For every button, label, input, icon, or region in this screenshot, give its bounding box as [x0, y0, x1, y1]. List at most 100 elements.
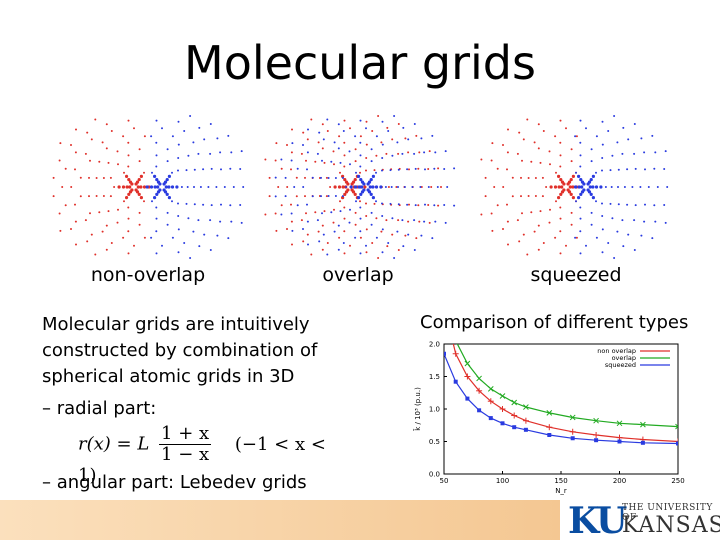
grid-point: [209, 123, 212, 125]
grid-point: [302, 186, 305, 188]
grid-point: [290, 203, 292, 206]
grid-point: [542, 130, 545, 132]
grid-point: [575, 236, 578, 239]
data-point: [453, 379, 458, 384]
grid-point: [616, 230, 619, 233]
grid-point: [343, 165, 346, 168]
grid-point: [333, 163, 335, 166]
grid-point: [601, 143, 604, 146]
grid-point: [559, 230, 562, 233]
grid-point: [127, 119, 130, 122]
data-point: [465, 396, 470, 401]
grid-point: [609, 169, 612, 172]
grid-point: [116, 150, 119, 153]
grid-point: [128, 180, 133, 184]
grid-point: [575, 171, 577, 174]
grid-point: [153, 196, 157, 200]
grid-point: [365, 127, 367, 130]
grid-point: [359, 154, 362, 157]
grid-point: [654, 220, 657, 223]
grid-point: [52, 195, 55, 198]
grid-point: [291, 243, 293, 246]
grid-point: [431, 237, 434, 240]
grid-point: [128, 190, 133, 194]
chart-title: Comparison of different types: [420, 312, 689, 333]
series-line: [456, 344, 678, 428]
grid-point: [155, 141, 158, 144]
grid-point: [353, 178, 357, 182]
grid-point: [343, 217, 346, 220]
grid-point: [414, 167, 417, 170]
grid-point: [391, 154, 394, 157]
grid-point: [123, 171, 125, 174]
grid-point: [537, 224, 540, 227]
grid-point: [530, 160, 533, 163]
grid-point: [415, 134, 418, 137]
grid-point: [316, 152, 319, 155]
data-point: [511, 399, 518, 406]
data-point: [500, 421, 505, 426]
grid-point: [337, 224, 340, 227]
grid-point: [375, 236, 378, 239]
grid-point: [359, 252, 362, 255]
grid-point: [321, 159, 323, 162]
grid-point: [349, 127, 351, 130]
grid-point: [571, 185, 575, 189]
series-line: [452, 344, 678, 443]
grid-point: [116, 221, 119, 224]
grid-point: [333, 230, 336, 233]
grid-point: [644, 168, 646, 171]
grid-point: [343, 252, 346, 255]
grid-point: [351, 180, 356, 184]
grid-point: [209, 249, 212, 251]
grid-point: [393, 257, 396, 259]
grid-point: [264, 213, 267, 216]
grid-point: [381, 251, 384, 254]
grid-point: [341, 195, 344, 198]
grid-point: [306, 220, 309, 223]
grid-point: [127, 252, 130, 255]
grid-point: [407, 138, 410, 141]
grid-point: [79, 176, 82, 179]
grid-point: [143, 200, 145, 203]
logo-mark: KU: [568, 500, 627, 542]
grid-point: [565, 244, 567, 247]
grid-point: [355, 171, 357, 174]
grid-point: [491, 229, 494, 232]
grid-point: [165, 192, 169, 196]
grid-point: [291, 142, 294, 145]
grid-point: [397, 249, 400, 251]
grid-point: [365, 215, 368, 217]
grid-point: [156, 190, 161, 194]
grid-point: [123, 200, 125, 203]
grid-point: [79, 195, 82, 198]
grid-point: [230, 151, 233, 154]
grid-point: [210, 204, 213, 207]
grid-point: [557, 196, 561, 200]
grid-point: [355, 200, 357, 203]
grid-point: [166, 148, 169, 151]
data-point: [488, 416, 493, 421]
grid-point: [359, 200, 361, 203]
grid-point: [590, 160, 593, 163]
grid-point: [337, 123, 340, 126]
grid-point: [413, 123, 416, 125]
grid-point: [506, 203, 508, 206]
grid-point: [377, 257, 380, 259]
grid-point: [548, 150, 551, 153]
data-point: [487, 398, 494, 405]
grid-point: [177, 120, 180, 123]
grid-point: [520, 195, 522, 198]
grid-point: [397, 123, 400, 125]
grid-point: [127, 178, 131, 182]
grid-point: [156, 185, 160, 189]
formula-denominator: 1 − x: [161, 444, 210, 465]
grid-point: [359, 165, 362, 168]
grid-point: [436, 186, 439, 188]
grid-point: [268, 176, 271, 179]
grid-point: [375, 154, 378, 157]
grid-point: [202, 203, 205, 206]
grid-point: [102, 177, 105, 179]
grid-point: [59, 229, 62, 232]
grid-point: [379, 185, 383, 189]
